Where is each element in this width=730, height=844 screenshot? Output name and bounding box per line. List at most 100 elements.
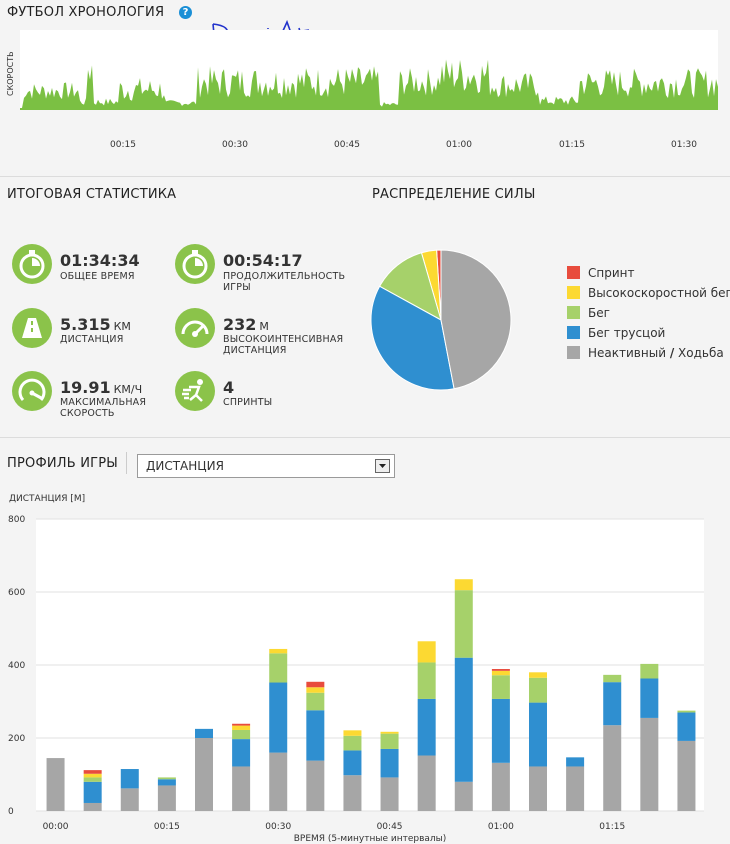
x-axis-label: ВРЕМЯ (5-минутные интервалы)	[294, 834, 447, 844]
bar-segment[interactable]	[269, 682, 288, 753]
bar-segment[interactable]	[454, 579, 473, 591]
bar-segment[interactable]	[603, 682, 622, 726]
bar-segment[interactable]	[232, 725, 251, 730]
metric-select[interactable]: ДИСТАНЦИЯ	[137, 454, 395, 478]
bar-segment[interactable]	[343, 750, 362, 776]
bar-segment[interactable]	[566, 766, 585, 811]
bar-segment[interactable]	[269, 648, 288, 654]
legend-item-walk: Неактивный / Ходьба	[567, 346, 730, 366]
legend-swatch	[567, 306, 580, 319]
pie-slice[interactable]	[370, 285, 455, 391]
stat-high-intensity-value: 232 М	[223, 315, 269, 334]
bar-segment[interactable]	[491, 762, 510, 811]
bar-segment[interactable]	[232, 766, 251, 811]
stat-distance-value: 5.315 КМ	[60, 315, 131, 334]
bar-segment[interactable]	[306, 710, 325, 761]
timeline-tick-label: 01:00	[446, 140, 472, 150]
bar-segment[interactable]	[566, 757, 585, 767]
distribution-pie-chart[interactable]	[366, 245, 516, 395]
bar-segment[interactable]	[529, 766, 547, 811]
bar-segment[interactable]	[454, 781, 473, 811]
stat-sprints-label: СПРИНТЫ	[223, 397, 273, 408]
bar-segment[interactable]	[269, 653, 288, 683]
bar-segment[interactable]	[157, 777, 176, 780]
bar-segment[interactable]	[380, 748, 399, 778]
bar-segment[interactable]	[232, 729, 251, 740]
bar-segment[interactable]	[417, 698, 436, 756]
gauge-icon	[12, 371, 52, 411]
bar-segment[interactable]	[157, 779, 176, 786]
bar-segment[interactable]	[83, 781, 102, 803]
bar-segment[interactable]	[491, 698, 510, 763]
bar-segment[interactable]	[232, 739, 251, 767]
legend-swatch	[567, 326, 580, 339]
bar-segment[interactable]	[677, 740, 696, 811]
help-icon[interactable]: ?	[179, 6, 192, 19]
bar-segment[interactable]	[529, 672, 547, 678]
bar-segment[interactable]	[83, 773, 102, 778]
bar-segment[interactable]	[83, 770, 102, 774]
timeline-plot[interactable]	[20, 30, 718, 110]
bar-segment[interactable]	[603, 725, 622, 811]
profile-title: ПРОФИЛЬ ИГРЫ	[7, 456, 118, 471]
bar-segment[interactable]	[269, 752, 288, 811]
bar-segment[interactable]	[529, 677, 547, 703]
bar-segment[interactable]	[157, 785, 176, 811]
y-tick-label: 0	[8, 807, 14, 817]
stat-max-speed-value: 19.91 КМ/Ч	[60, 378, 143, 397]
bar-segment[interactable]	[454, 590, 473, 658]
bar-segment[interactable]	[603, 674, 622, 683]
distance-bar-chart[interactable]: 0 200 400 600 800 00:00 00:15 00:30 00:45 01:00 01…	[0, 505, 730, 844]
y-tick-label: 600	[8, 588, 25, 598]
bar-segment[interactable]	[454, 657, 473, 782]
pie-slice[interactable]	[440, 249, 512, 390]
bar-segment[interactable]	[343, 775, 362, 811]
bar-segment[interactable]	[306, 687, 325, 693]
bar-segment[interactable]	[640, 663, 659, 679]
bar-segment[interactable]	[417, 755, 436, 811]
x-tick-label: 01:15	[599, 822, 625, 832]
bar-segment[interactable]	[640, 678, 659, 718]
bar-segment[interactable]	[83, 802, 102, 811]
bar-segment[interactable]	[46, 758, 65, 811]
bar-segment[interactable]	[380, 731, 399, 734]
stat-total-time-value: 01:34:34	[60, 251, 140, 270]
timeline-tick-label: 00:30	[222, 140, 248, 150]
x-tick-label: 00:00	[43, 822, 69, 832]
timeline-axis: 00:15 00:30 00:45 01:00 01:15 01:30	[20, 140, 718, 154]
bar-segment[interactable]	[677, 712, 696, 741]
y-tick-label: 400	[8, 661, 25, 671]
bar-segment[interactable]	[306, 692, 325, 711]
bar-segment[interactable]	[120, 769, 139, 789]
bar-segment[interactable]	[491, 675, 510, 699]
bar-segment[interactable]	[529, 702, 547, 767]
bar-segment[interactable]	[306, 760, 325, 811]
x-tick-label: 00:30	[265, 822, 291, 832]
bar-segment[interactable]	[491, 670, 510, 676]
timeline-tick-label: 01:15	[559, 140, 585, 150]
bar-segment[interactable]	[343, 735, 362, 751]
speed-area	[20, 59, 718, 110]
timeline-title: ФУТБОЛ ХРОНОЛОГИЯ	[7, 5, 165, 20]
bar-segment[interactable]	[195, 728, 213, 738]
bar-segment[interactable]	[380, 733, 399, 749]
bar-segment[interactable]	[120, 788, 139, 811]
bar-segment[interactable]	[417, 662, 436, 699]
legend-item-run: Бег	[567, 306, 730, 326]
bar-segment[interactable]	[306, 681, 325, 688]
bar-segment[interactable]	[491, 669, 510, 671]
bar-segment[interactable]	[380, 777, 399, 811]
stat-high-intensity-label: ВЫСОКОИНТЕНСИВНАЯ ДИСТАНЦИЯ	[223, 334, 344, 356]
bar-segment[interactable]	[83, 777, 102, 782]
bar-segment[interactable]	[195, 738, 213, 811]
bar-segment[interactable]	[677, 710, 696, 713]
bar-segment[interactable]	[417, 641, 436, 663]
bar-segment[interactable]	[232, 723, 251, 726]
bar-segment[interactable]	[343, 730, 362, 736]
legend-swatch	[567, 346, 580, 359]
chevron-down-icon[interactable]	[375, 459, 390, 473]
stopwatch-icon	[175, 244, 215, 284]
x-tick-label: 00:45	[377, 822, 403, 832]
stat-total-time-label: ОБЩЕЕ ВРЕМЯ	[60, 271, 135, 282]
bar-segment[interactable]	[640, 717, 659, 811]
